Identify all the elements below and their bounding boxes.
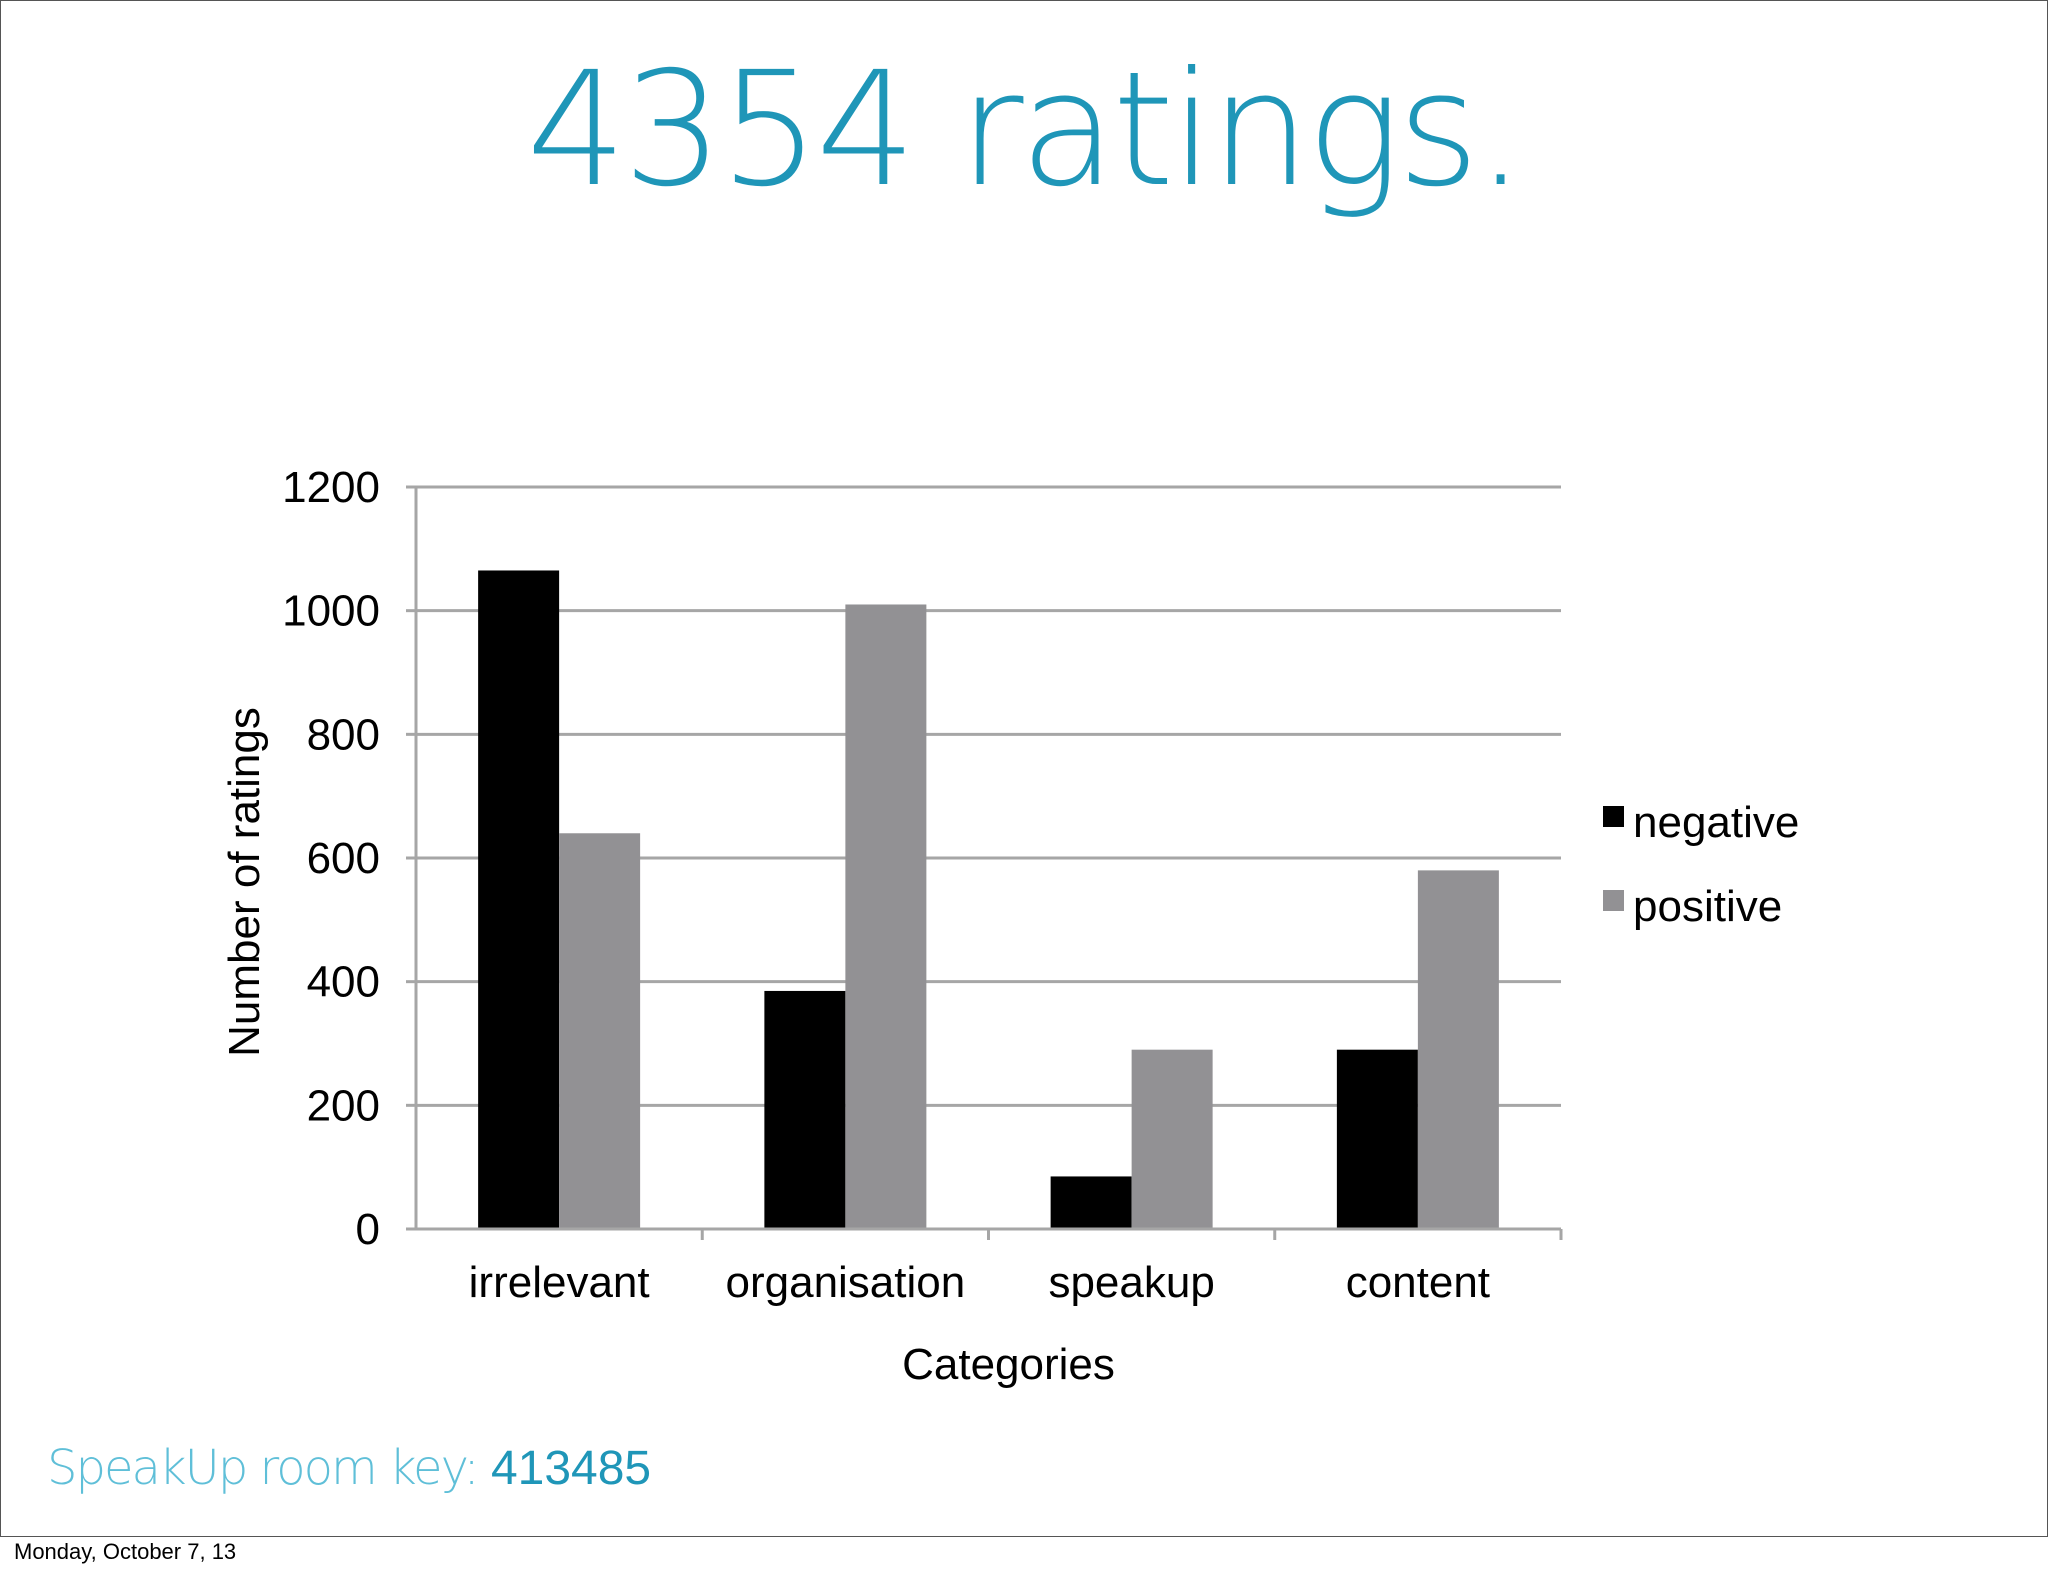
y-tick-label: 600 — [307, 834, 380, 883]
x-tick-label: speakup — [1048, 1258, 1214, 1307]
x-tick-label: content — [1346, 1258, 1490, 1307]
y-tick-label: 0 — [356, 1205, 380, 1254]
legend-label-negative: negative — [1633, 798, 1799, 847]
room-key-value: 413485 — [490, 1442, 652, 1495]
bar-positive-content — [1417, 870, 1499, 1229]
y-axis-title: Number of ratings — [220, 707, 269, 1057]
bar-negative-organisation — [764, 990, 846, 1229]
y-tick-label: 400 — [307, 958, 380, 1007]
room-key-label: SpeakUp room key: — [47, 1440, 480, 1496]
bar-negative-irrelevant — [478, 570, 560, 1229]
bar-positive-irrelevant — [559, 833, 641, 1229]
slide: 4354 ratings. 0 200 400 600 800 1000 1200 irrel… — [0, 0, 2048, 1537]
x-tick-label: irrelevant — [469, 1258, 650, 1307]
tick-labels: 0 200 400 600 800 1000 1200 irrelevant organisat… — [282, 463, 1490, 1307]
axes — [406, 485, 1563, 1240]
bar-chart: 0 200 400 600 800 1000 1200 irrelevant organisat… — [220, 463, 1799, 1389]
slide-title: 4354 ratings. — [526, 38, 1525, 222]
y-tick-label: 1200 — [282, 463, 380, 512]
y-tick-label: 200 — [307, 1081, 380, 1130]
bar-positive-speakup — [1131, 1049, 1213, 1229]
bar-negative-speakup — [1050, 1176, 1132, 1229]
x-axis-title: Categories — [902, 1340, 1115, 1389]
x-tick-label: organisation — [726, 1258, 966, 1307]
bar-negative-content — [1336, 1049, 1418, 1229]
legend-label-positive: positive — [1633, 882, 1782, 931]
y-tick-label: 800 — [307, 710, 380, 759]
legend-swatch-negative — [1603, 806, 1624, 827]
y-tick-label: 1000 — [282, 587, 380, 636]
bars — [478, 570, 1499, 1229]
legend-swatch-positive — [1603, 890, 1624, 911]
bar-positive-organisation — [845, 604, 927, 1229]
room-key: SpeakUp room key: 413485 — [47, 1444, 651, 1493]
legend: negative positive — [1603, 798, 1799, 931]
footer-date: Monday, October 7, 13 — [14, 1539, 237, 1564]
